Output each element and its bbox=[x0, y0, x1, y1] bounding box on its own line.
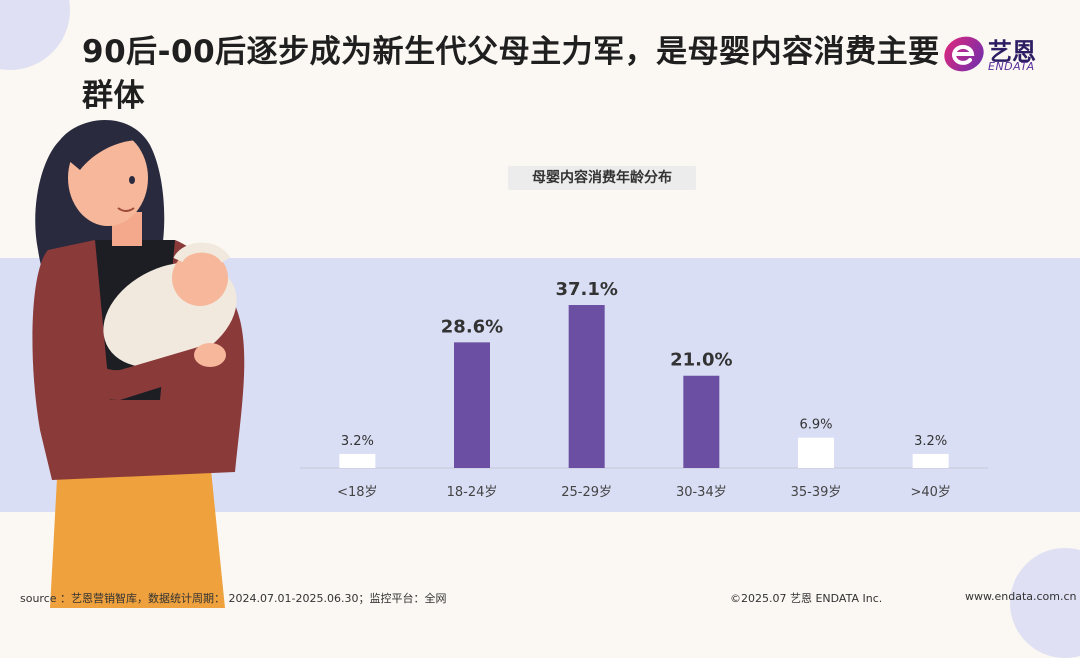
bar-group: 3.2% <18岁 28.6% 18-24岁 37.1% 25-29岁 21.0% 30-34… bbox=[337, 279, 951, 500]
bar-5 bbox=[912, 453, 949, 468]
bar-2 bbox=[568, 305, 605, 468]
footer-source: source ：艺恩营销智库，数据统计周期： 2024.07.01-2025.0… bbox=[20, 592, 447, 605]
mouth-icon bbox=[117, 207, 135, 212]
page-title: 90后-00后逐步成为新生代父母主力军，是母婴内容消费主要群体 bbox=[82, 34, 940, 114]
bar-value-label-1: 28.6% bbox=[441, 316, 503, 337]
baby-face-icon bbox=[172, 250, 228, 306]
hand-icon bbox=[194, 343, 226, 367]
chart-title: 母婴内容消费年龄分布 bbox=[508, 166, 696, 190]
footer-copyright: ©2025.07 艺恩 ENDATA Inc. bbox=[730, 592, 883, 605]
bar-value-label-2: 37.1% bbox=[555, 279, 617, 300]
mother-baby-illustration bbox=[32, 120, 245, 608]
bar-0 bbox=[339, 453, 376, 468]
arm-icon bbox=[46, 300, 215, 400]
trousers-icon bbox=[50, 460, 225, 608]
bar-value-label-4: 6.9% bbox=[799, 418, 832, 433]
x-tick-label-4: 35-39岁 bbox=[791, 485, 842, 500]
x-tick-label-1: 18-24岁 bbox=[447, 485, 498, 500]
bar-4 bbox=[798, 437, 834, 468]
bar-value-label-0: 3.2% bbox=[341, 434, 374, 449]
endata-logo: 艺恩 ENDATA bbox=[942, 32, 1052, 76]
age-distribution-chart: 3.2% <18岁 28.6% 18-24岁 37.1% 25-29岁 21.0% 30-34… bbox=[300, 279, 988, 500]
bar-value-label-5: 3.2% bbox=[914, 434, 947, 449]
x-tick-label-0: <18岁 bbox=[337, 485, 377, 500]
x-tick-label-2: 25-29岁 bbox=[561, 485, 612, 500]
eye-icon bbox=[129, 176, 135, 184]
bar-3 bbox=[683, 375, 720, 468]
logo-text-en: ENDATA bbox=[988, 60, 1035, 73]
hair-fringe-icon bbox=[68, 128, 140, 170]
footer-url: www.endata.com.cn bbox=[965, 590, 1077, 603]
bar-1 bbox=[454, 342, 490, 468]
x-tick-label-3: 30-34岁 bbox=[676, 485, 727, 500]
logo-text-cn: 艺恩 bbox=[988, 38, 1036, 66]
x-tick-label-5: >40岁 bbox=[910, 485, 950, 500]
baby-hood-icon bbox=[173, 242, 231, 264]
bar-value-label-3: 21.0% bbox=[670, 350, 732, 371]
endata-logo-icon bbox=[944, 36, 984, 72]
